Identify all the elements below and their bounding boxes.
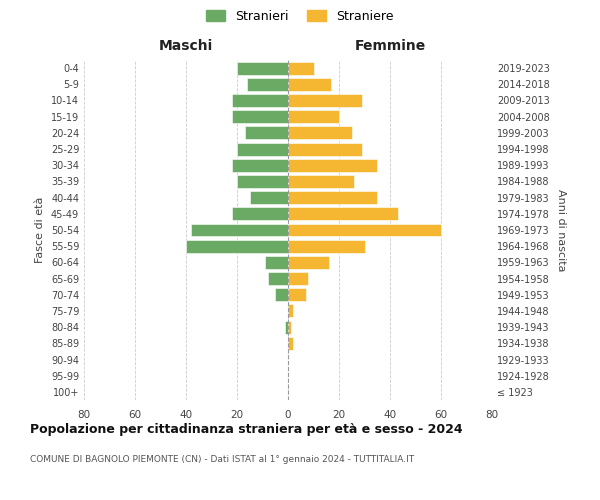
Bar — [247, 78, 288, 91]
Bar — [237, 142, 288, 156]
Text: Femmine: Femmine — [355, 38, 425, 52]
Bar — [232, 159, 288, 172]
Bar — [286, 320, 288, 334]
Bar — [275, 288, 288, 301]
Bar — [288, 320, 290, 334]
Bar — [288, 240, 365, 252]
Bar — [288, 272, 308, 285]
Bar — [288, 256, 329, 269]
Bar — [232, 208, 288, 220]
Bar — [288, 110, 339, 123]
Bar — [232, 94, 288, 107]
Bar — [186, 240, 288, 252]
Bar — [245, 126, 288, 140]
Y-axis label: Anni di nascita: Anni di nascita — [556, 188, 566, 271]
Bar — [288, 126, 352, 140]
Bar — [288, 159, 377, 172]
Bar — [288, 191, 377, 204]
Text: Maschi: Maschi — [159, 38, 213, 52]
Bar — [288, 208, 398, 220]
Bar — [288, 337, 293, 350]
Bar — [288, 142, 362, 156]
Text: Popolazione per cittadinanza straniera per età e sesso - 2024: Popolazione per cittadinanza straniera p… — [30, 422, 463, 436]
Bar — [288, 288, 306, 301]
Bar — [288, 175, 355, 188]
Bar — [237, 62, 288, 74]
Legend: Stranieri, Straniere: Stranieri, Straniere — [203, 6, 397, 26]
Bar — [250, 191, 288, 204]
Text: COMUNE DI BAGNOLO PIEMONTE (CN) - Dati ISTAT al 1° gennaio 2024 - TUTTITALIA.IT: COMUNE DI BAGNOLO PIEMONTE (CN) - Dati I… — [30, 455, 414, 464]
Bar — [288, 94, 362, 107]
Bar — [191, 224, 288, 236]
Y-axis label: Fasce di età: Fasce di età — [35, 197, 45, 263]
Bar — [232, 110, 288, 123]
Bar — [288, 78, 331, 91]
Bar — [237, 175, 288, 188]
Bar — [288, 62, 314, 74]
Bar — [265, 256, 288, 269]
Bar — [288, 224, 441, 236]
Bar — [288, 304, 293, 318]
Bar — [268, 272, 288, 285]
